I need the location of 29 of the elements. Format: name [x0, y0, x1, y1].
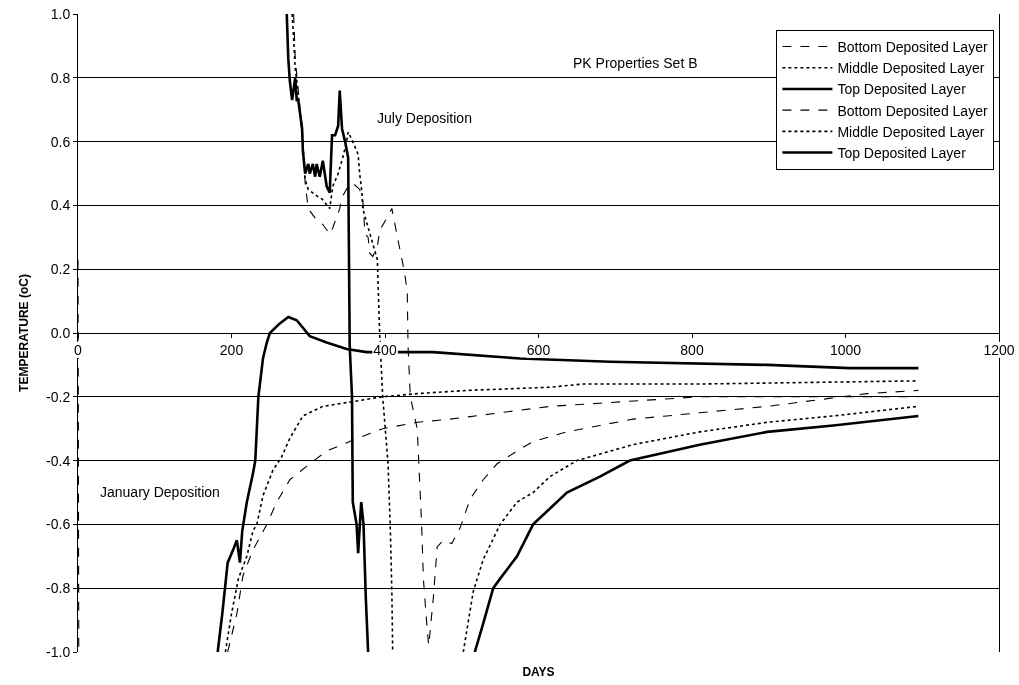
legend-label: Bottom Deposited Layer — [837, 102, 988, 119]
x-tick-label: 400 — [373, 341, 397, 358]
annotation: January Deposition — [100, 484, 220, 500]
x-tick-label: 200 — [219, 341, 244, 358]
y-tick-label: -1.0 — [46, 643, 71, 660]
y-tick-label: -0.8 — [46, 580, 71, 597]
y-tick-label: -0.2 — [46, 388, 71, 405]
y-tick-label: 0.8 — [50, 69, 71, 86]
x-axis-title: DAYS — [522, 664, 555, 679]
x-tick-label: 1200 — [983, 341, 1015, 358]
annotation: PK Properties Set B — [573, 55, 698, 71]
y-tick-label: -0.6 — [46, 516, 71, 533]
y-tick-label: 0.6 — [50, 133, 71, 150]
legend-label: Middle Deposited Layer — [837, 123, 985, 140]
x-tick-label: 800 — [680, 341, 704, 358]
y-tick-label: 0.0 — [50, 324, 71, 341]
legend-label: Bottom Deposited Layer — [837, 39, 988, 56]
y-tick-label: 1.0 — [50, 5, 71, 22]
legend-label: Top Deposited Layer — [837, 81, 967, 98]
y-tick-label: -0.4 — [46, 452, 71, 469]
y-tick-label: 0.2 — [50, 261, 71, 278]
legend-label: Top Deposited Layer — [837, 145, 967, 162]
y-axis-title: TEMPERATURE (oC) — [17, 274, 32, 392]
legend-label: Middle Deposited Layer — [837, 60, 985, 77]
x-tick-label: 1000 — [829, 341, 862, 358]
y-tick-label: 0.4 — [50, 197, 71, 214]
annotation: July Deposition — [377, 110, 472, 126]
x-tick-label: 0 — [74, 341, 83, 358]
x-tick-label: 600 — [526, 341, 551, 358]
